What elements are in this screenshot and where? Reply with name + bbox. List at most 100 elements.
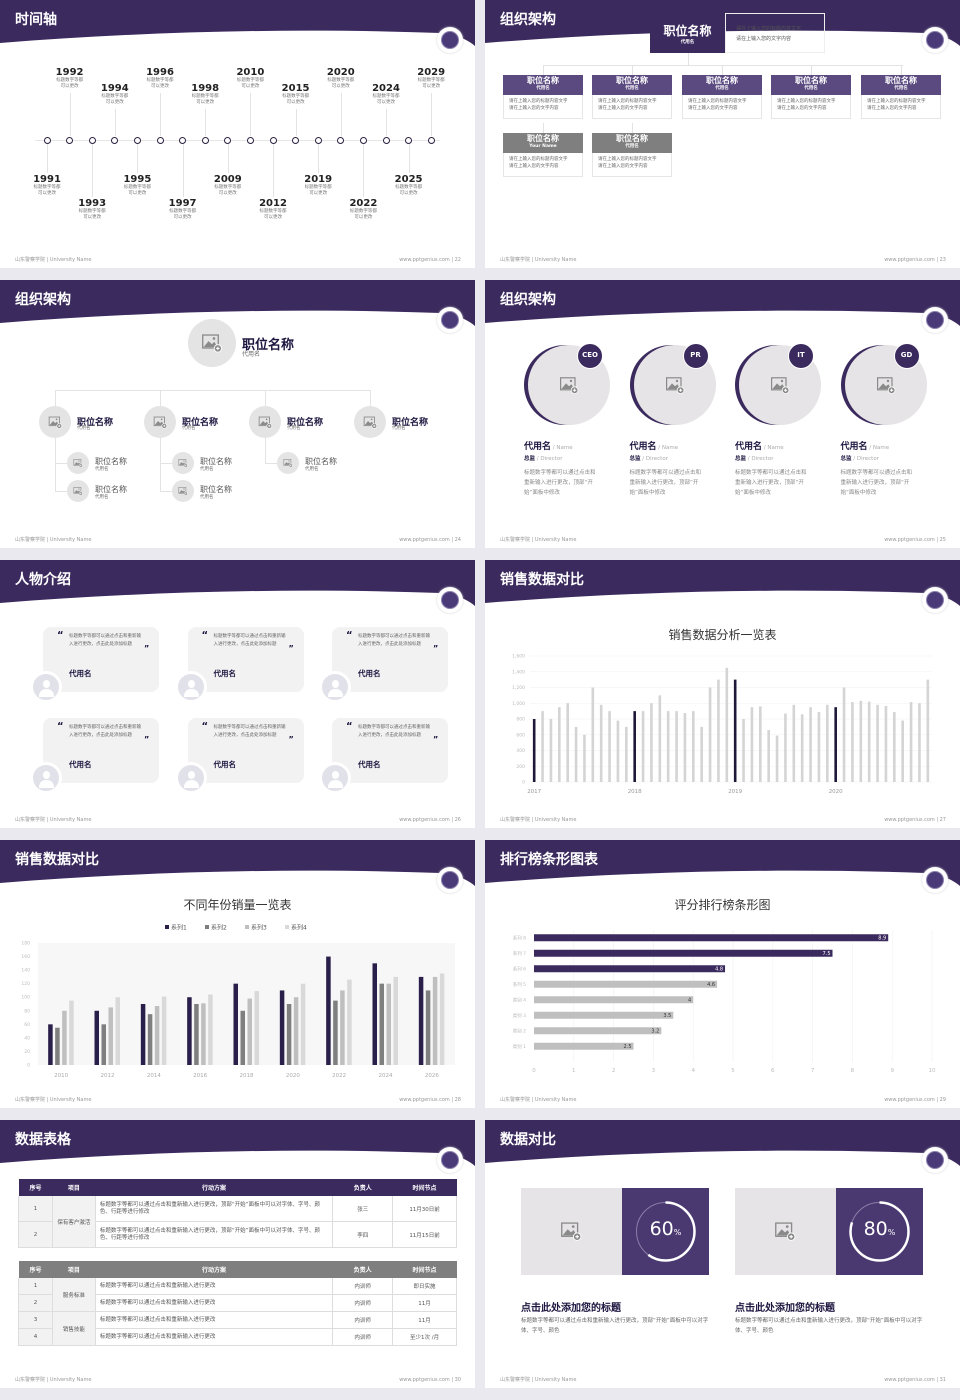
timeline-node[interactable] bbox=[246, 136, 254, 144]
slide-title: 组织架构 bbox=[15, 292, 71, 308]
position-sub: 代用名 bbox=[182, 426, 196, 431]
column-header: 行动方案 bbox=[202, 1184, 227, 1192]
position-sub: 代用名 bbox=[200, 495, 214, 500]
timeline-node[interactable] bbox=[156, 136, 164, 144]
bar bbox=[140, 1004, 146, 1065]
connector-line bbox=[901, 65, 902, 75]
bar bbox=[717, 679, 720, 782]
x-tick-label: 2020 bbox=[829, 789, 843, 795]
avatar-circle[interactable] bbox=[67, 452, 89, 474]
connector-line bbox=[543, 65, 903, 66]
sun bbox=[55, 418, 58, 420]
position-title: 职位名称 bbox=[200, 457, 232, 466]
avatar-circle[interactable] bbox=[172, 452, 194, 474]
avatar-circle[interactable] bbox=[144, 406, 176, 438]
event-desc: 标题数字等都 bbox=[78, 209, 106, 214]
bar bbox=[347, 979, 352, 1065]
timeline-node[interactable] bbox=[224, 136, 232, 144]
event-desc: 标题数字等都 bbox=[259, 209, 287, 214]
timeline-event: 1993 标题数字等都 可以更改 bbox=[72, 198, 112, 221]
plus bbox=[184, 464, 187, 467]
timeline-node[interactable] bbox=[201, 136, 209, 144]
timeline-node[interactable] bbox=[337, 136, 345, 144]
timeline-node[interactable] bbox=[133, 136, 141, 144]
timeline-node[interactable] bbox=[382, 136, 390, 144]
timeline-node[interactable] bbox=[427, 136, 435, 144]
sun bbox=[212, 337, 216, 340]
avatar-circle[interactable] bbox=[67, 480, 89, 502]
avatar[interactable] bbox=[174, 762, 207, 794]
image-placeholder[interactable] bbox=[735, 1188, 836, 1275]
image-placeholder[interactable] bbox=[521, 1188, 622, 1275]
sun bbox=[569, 379, 573, 383]
timeline-node[interactable] bbox=[314, 136, 322, 144]
position-card-header[interactable]: 职位名称 代用名 bbox=[503, 75, 583, 95]
x-tick-label: 2016 bbox=[193, 1073, 207, 1079]
mountain bbox=[877, 383, 891, 389]
avatar-circle[interactable] bbox=[277, 452, 299, 474]
ring-progress bbox=[635, 1201, 696, 1262]
timeline-node[interactable] bbox=[111, 136, 119, 144]
frame bbox=[258, 416, 270, 426]
slide-2: 组织架构 山东警察学院 | University Name www.pptgeniu… bbox=[485, 0, 960, 268]
timeline-node[interactable] bbox=[292, 136, 300, 144]
avatar-circle[interactable] bbox=[249, 406, 281, 438]
event-year: 2020 bbox=[326, 67, 355, 78]
x-tick-label: 1 bbox=[572, 1068, 576, 1074]
bar bbox=[393, 976, 398, 1065]
logo-emblem bbox=[926, 871, 944, 889]
avatar[interactable] bbox=[30, 762, 62, 794]
avatar-circle[interactable] bbox=[39, 406, 71, 438]
cell-no: 2 bbox=[18, 1221, 53, 1248]
avatar-circle[interactable] bbox=[354, 406, 386, 438]
timeline-node[interactable] bbox=[43, 136, 51, 144]
avatar[interactable] bbox=[319, 762, 351, 794]
university-logo bbox=[437, 27, 463, 53]
avatar-circle[interactable] bbox=[172, 480, 194, 502]
position-card-header[interactable]: 职位名称 代用名 bbox=[861, 75, 941, 95]
avatar[interactable] bbox=[174, 671, 207, 703]
name-en: / Name bbox=[762, 445, 784, 451]
bar bbox=[69, 1000, 74, 1065]
timeline-node[interactable] bbox=[269, 136, 277, 144]
timeline-node[interactable] bbox=[88, 136, 96, 144]
cell-plan: 标题数字等都可以通过点击和重新输入进行更改，顶部“开始”面板中可以对字体、字号、… bbox=[94, 1221, 334, 1248]
plot-background bbox=[38, 943, 455, 1065]
footer-university: 山东警察学院 | University Name bbox=[15, 257, 92, 263]
bar bbox=[340, 990, 345, 1065]
bar bbox=[147, 1014, 153, 1065]
connector-line bbox=[688, 53, 689, 65]
avatar-circle[interactable] bbox=[188, 319, 236, 367]
image-placeholder-icon bbox=[73, 459, 83, 468]
timeline-node[interactable] bbox=[405, 136, 413, 144]
desc-line: 请在上输入您的文字内容 bbox=[509, 106, 559, 111]
slide-1: 时间轴 山东警察学院 | University Name www.pptgenius… bbox=[0, 0, 475, 268]
position-card-header[interactable]: 职位名称 Your Name bbox=[503, 133, 583, 153]
bar bbox=[534, 965, 726, 973]
position-card-header[interactable]: 职位名称 代用名 bbox=[771, 75, 851, 95]
frame bbox=[561, 1222, 579, 1237]
connector-line bbox=[811, 65, 812, 75]
position-card-header[interactable]: 职位名称 代用名 bbox=[682, 75, 762, 95]
quote-text: 标题数字等都可以通过点击和重新输入进行更改，点击此处添加标题 bbox=[69, 634, 141, 647]
y-tick-label: 0 bbox=[27, 1063, 30, 1069]
timeline-node[interactable] bbox=[359, 136, 367, 144]
cell-time: 11月15日前 bbox=[392, 1221, 457, 1248]
header-shape bbox=[0, 560, 475, 606]
header-row: 序号 项目 行动方案 负责人 时间节点 bbox=[18, 1178, 457, 1196]
timeline-node[interactable] bbox=[66, 136, 74, 144]
legend-label: 系列4 bbox=[291, 924, 307, 932]
avatar[interactable] bbox=[319, 671, 351, 703]
y-tick-label: 1,600 bbox=[512, 654, 525, 660]
avatar[interactable] bbox=[30, 671, 62, 703]
header-shape bbox=[485, 840, 960, 886]
y-tick-label: 1,400 bbox=[512, 669, 525, 675]
name-en: / Name bbox=[867, 445, 890, 451]
position-card-header[interactable]: 职位名称 代用名 bbox=[592, 75, 672, 95]
quote-open-icon: “ bbox=[346, 721, 353, 732]
event-year: 1993 bbox=[78, 198, 107, 209]
mountain bbox=[179, 490, 186, 493]
timeline-node[interactable] bbox=[179, 136, 187, 144]
bar bbox=[432, 976, 438, 1065]
position-card-header[interactable]: 职位名称 代用名 bbox=[592, 133, 672, 153]
